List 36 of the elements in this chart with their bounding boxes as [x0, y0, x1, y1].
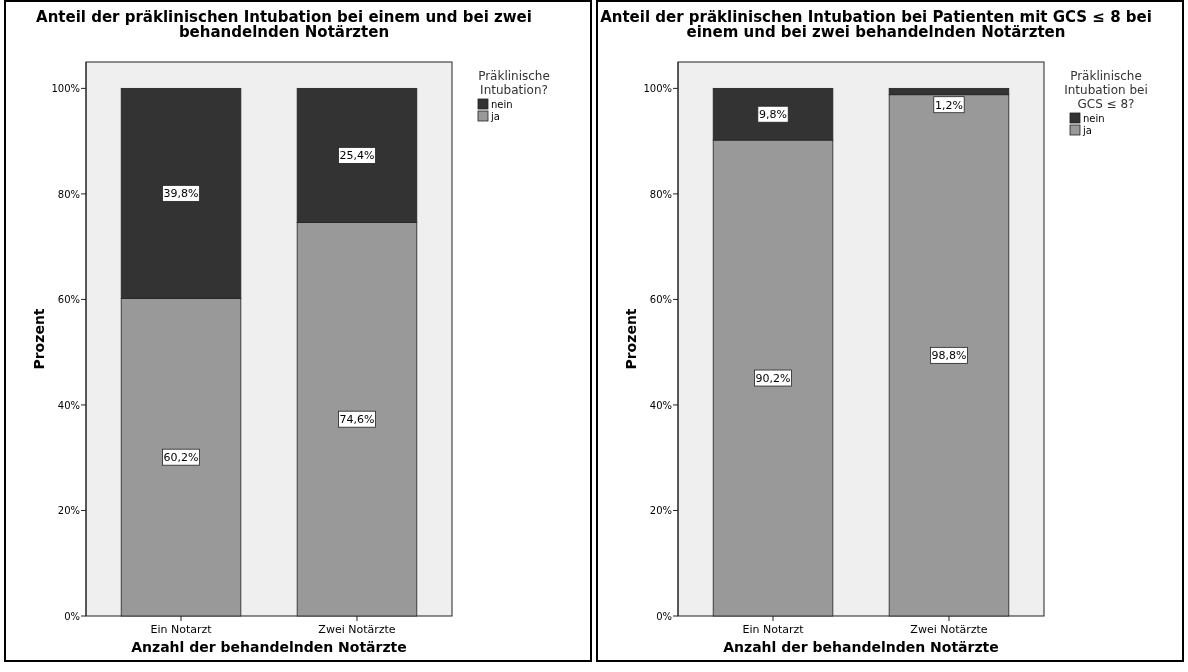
data-label: 1,2% — [935, 98, 963, 112]
legend-label: ja — [1082, 125, 1092, 136]
data-label: 25,4% — [339, 149, 375, 163]
y-tick-label: 0% — [656, 611, 672, 622]
data-label: 98,8% — [931, 349, 967, 363]
data-label: 60,2% — [163, 451, 199, 465]
legend-label: nein — [491, 99, 513, 110]
y-tick-label: 80% — [57, 188, 80, 200]
data-label: 9,8% — [759, 108, 787, 122]
x-tick-label: Zwei Notärzte — [910, 623, 988, 636]
y-tick-label: 100% — [51, 83, 80, 95]
y-tick-label: 40% — [649, 399, 672, 411]
y-axis-title: Prozent — [31, 308, 47, 370]
x-tick-label: Ein Notarzt — [742, 623, 805, 636]
y-tick-label: 20% — [649, 505, 672, 517]
legend-title: Präklinische Intubation bei GCS ≤ 8? — [1064, 69, 1148, 111]
y-tick-label: 0% — [64, 611, 80, 622]
chart-title: Anteil der präklinischen Intubation bei Patienten mit GCS ≤ 8 bei einem und bei zwei behandelnden Notärzten — [600, 8, 1152, 41]
y-tick-label: 40% — [57, 399, 80, 411]
legend-label: ja — [490, 111, 500, 122]
x-tick-label: Ein Notarzt — [150, 623, 213, 636]
y-tick-label: 80% — [649, 188, 672, 200]
data-label: 39,8% — [163, 187, 199, 201]
x-axis-title: Anzahl der behandelnden Notärzte — [131, 639, 407, 655]
y-tick-label: 20% — [57, 505, 80, 517]
x-tick-label: Zwei Notärzte — [318, 623, 396, 636]
y-axis-title: Prozent — [623, 308, 639, 370]
y-tick-label: 60% — [57, 294, 80, 306]
data-label: 90,2% — [755, 372, 791, 386]
chart-title: Anteil der präklinischen Intubation bei einem und bei zwei behandelnden Notärzten — [36, 8, 532, 41]
y-tick-label: 100% — [643, 83, 672, 95]
x-axis-title: Anzahl der behandelnden Notärzte — [723, 639, 999, 655]
data-label: 74,6% — [339, 413, 375, 427]
y-tick-label: 60% — [649, 294, 672, 306]
legend-title: Präklinische Intubation? — [478, 69, 550, 97]
legend-label: nein — [1083, 113, 1105, 124]
